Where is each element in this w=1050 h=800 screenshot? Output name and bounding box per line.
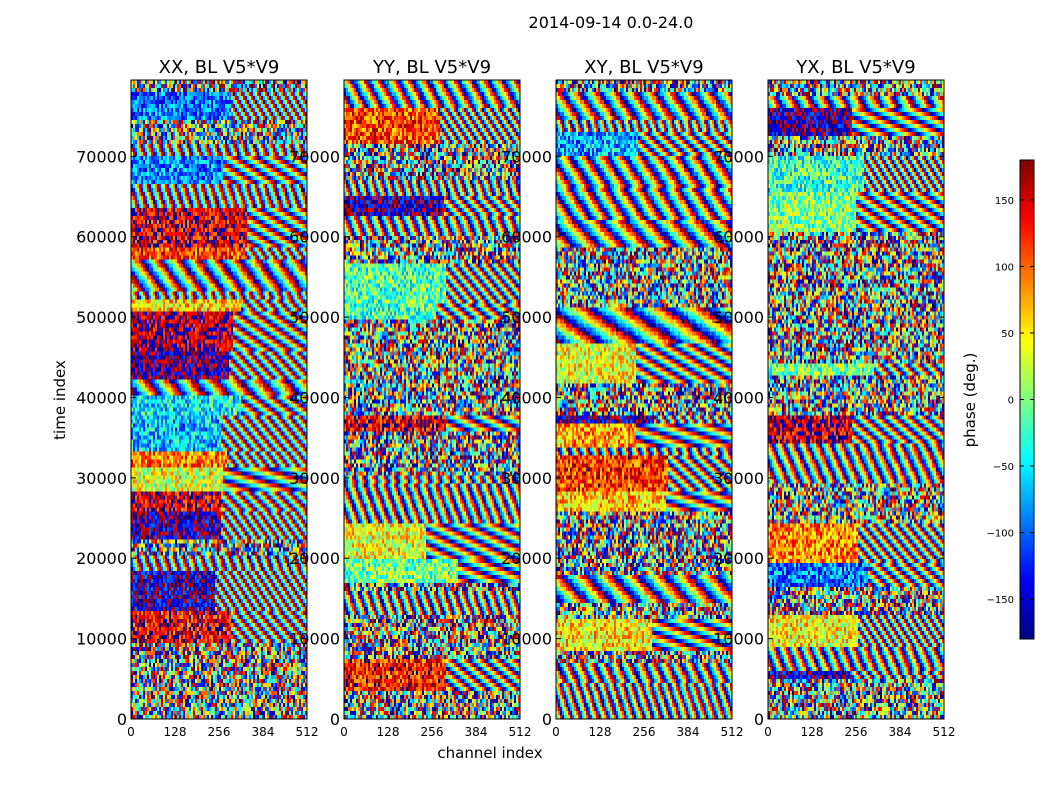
- x-tick-label: 0: [764, 725, 772, 739]
- x-axis-label: channel index: [437, 744, 542, 762]
- x-tick-label: 512: [296, 725, 319, 739]
- x-tick-label: 512: [933, 725, 956, 739]
- y-tick-label: 20000: [713, 549, 764, 568]
- y-tick-label: 60000: [289, 228, 340, 247]
- panel-2: YY, BL V5*V9 0 10000 20000 30000 40000 50000 60…: [289, 57, 531, 739]
- heatmap-image: [768, 80, 944, 719]
- heatmap-image: [131, 80, 307, 719]
- colorbar-tick-label: 50: [1001, 329, 1014, 340]
- y-tick-label: 20000: [501, 549, 552, 568]
- y-tick-label: 40000: [713, 388, 764, 407]
- colorbar-label: phase (deg.): [961, 353, 979, 448]
- colorbar-tick-label: −50: [993, 462, 1014, 473]
- panel-title: YY, BL V5*V9: [372, 57, 491, 78]
- y-tick-label: 0: [754, 710, 764, 729]
- x-tick-label: 512: [509, 725, 532, 739]
- y-tick-label: 0: [117, 710, 127, 729]
- colorbar-tick-label: 100: [995, 262, 1014, 273]
- y-tick-label: 30000: [501, 469, 552, 488]
- x-tick-label: 0: [552, 725, 560, 739]
- y-tick-label: 20000: [76, 549, 127, 568]
- x-tick-label: 384: [889, 725, 912, 739]
- y-tick-label: 50000: [501, 308, 552, 327]
- x-tick-label: 128: [801, 725, 824, 739]
- y-tick-label: 40000: [501, 388, 552, 407]
- y-tick-label: 70000: [501, 147, 552, 166]
- panel-title: XX, BL V5*V9: [159, 57, 280, 78]
- y-tick-label: 20000: [289, 549, 340, 568]
- y-tick-label: 60000: [713, 228, 764, 247]
- panels: XX, BL V5*V9 0 10000 20000 30000 40000 50000 60…: [76, 57, 955, 739]
- y-tick-label: 40000: [289, 388, 340, 407]
- heatmap-image: [344, 80, 520, 719]
- y-tick-label: 30000: [76, 469, 127, 488]
- y-tick-label: 50000: [76, 308, 127, 327]
- heatmap-image: [556, 80, 732, 719]
- x-tick-label: 0: [340, 725, 348, 739]
- x-tick-label: 384: [252, 725, 275, 739]
- panel-1: XX, BL V5*V9 0 10000 20000 30000 40000 50000 60…: [76, 57, 318, 739]
- panel-4: YX, BL V5*V9 0 10000 20000 30000 40000 50000 60…: [713, 57, 955, 739]
- y-tick-label: 70000: [289, 147, 340, 166]
- x-tick-label: 128: [164, 725, 187, 739]
- y-tick-label: 10000: [713, 630, 764, 649]
- colorbar-tick-label: −100: [987, 529, 1014, 540]
- y-tick-label: 60000: [76, 228, 127, 247]
- x-tick-label: 384: [465, 725, 488, 739]
- y-tick-label: 70000: [76, 147, 127, 166]
- y-tick-label: 40000: [76, 388, 127, 407]
- x-tick-label: 128: [589, 725, 612, 739]
- figure-title: 2014-09-14 0.0-24.0: [529, 13, 694, 32]
- colorbar-tick-label: 0: [1008, 396, 1014, 407]
- y-tick-label: 50000: [289, 308, 340, 327]
- y-tick-label: 0: [330, 710, 340, 729]
- y-tick-label: 30000: [713, 469, 764, 488]
- x-tick-label: 256: [208, 725, 231, 739]
- panel-3: XY, BL V5*V9 0 10000 20000 30000 40000 50000 60…: [501, 57, 743, 739]
- y-tick-label: 30000: [289, 469, 340, 488]
- panel-title: YX, BL V5*V9: [795, 57, 915, 78]
- colorbar-tick-label: 150: [995, 196, 1014, 207]
- x-tick-label: 256: [633, 725, 656, 739]
- y-tick-label: 10000: [501, 630, 552, 649]
- x-tick-label: 256: [845, 725, 868, 739]
- y-tick-label: 10000: [289, 630, 340, 649]
- y-tick-label: 60000: [501, 228, 552, 247]
- x-tick-label: 128: [377, 725, 400, 739]
- colorbar: 150 100 50 0 −50 −100 −150 phase (deg.): [961, 159, 1035, 640]
- y-tick-label: 0: [542, 710, 552, 729]
- y-tick-label: 70000: [713, 147, 764, 166]
- x-tick-label: 256: [421, 725, 444, 739]
- panel-title: XY, BL V5*V9: [584, 57, 703, 78]
- colorbar-tick-label: −150: [987, 595, 1014, 606]
- y-tick-label: 10000: [76, 630, 127, 649]
- x-tick-label: 512: [721, 725, 744, 739]
- y-axis-label: time index: [51, 360, 69, 440]
- y-tick-label: 50000: [713, 308, 764, 327]
- x-tick-label: 0: [127, 725, 135, 739]
- x-tick-label: 384: [677, 725, 700, 739]
